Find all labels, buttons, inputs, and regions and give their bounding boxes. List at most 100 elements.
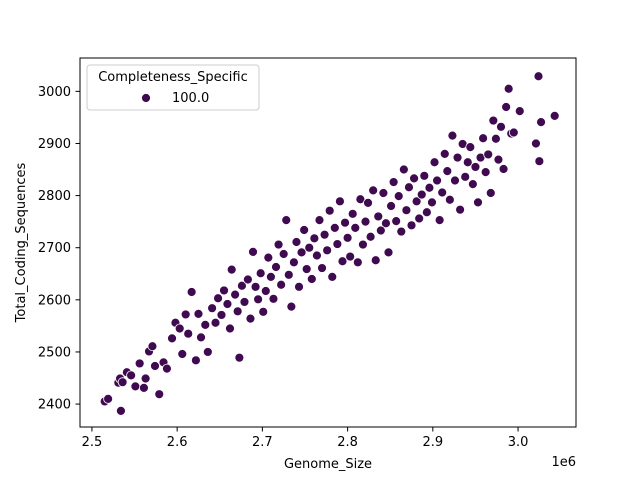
data-point xyxy=(193,308,204,319)
data-point xyxy=(242,274,253,285)
data-point xyxy=(177,349,188,359)
data-point xyxy=(162,363,172,374)
data-point xyxy=(237,280,247,291)
data-point xyxy=(255,268,266,279)
data-point xyxy=(386,201,396,211)
data-point xyxy=(239,297,250,307)
y-tick-label: 2400 xyxy=(38,398,71,413)
data-point xyxy=(368,185,379,196)
y-axis-title: Total_Coding_Sequences xyxy=(14,162,29,323)
data-point xyxy=(289,257,299,268)
data-point xyxy=(460,171,471,182)
data-point xyxy=(419,170,430,181)
y-tick-label: 2800 xyxy=(38,189,71,204)
data-point xyxy=(514,106,525,117)
y-tick-label: 2500 xyxy=(38,345,71,360)
data-point xyxy=(345,251,356,262)
data-point xyxy=(322,245,333,256)
data-point xyxy=(225,323,235,334)
data-point xyxy=(363,197,373,208)
data-point xyxy=(391,216,402,227)
data-point xyxy=(103,393,114,404)
data-point xyxy=(347,208,358,219)
data-point xyxy=(508,127,519,138)
data-point xyxy=(207,303,218,314)
data-point xyxy=(370,255,381,266)
x-tick-label: 2.9 xyxy=(422,435,443,450)
data-point xyxy=(350,223,361,233)
data-point xyxy=(283,269,294,280)
data-point xyxy=(373,211,384,222)
data-point xyxy=(286,301,297,312)
data-point xyxy=(393,191,404,202)
data-point xyxy=(536,117,546,128)
data-point xyxy=(222,299,233,309)
data-point xyxy=(378,188,389,198)
data-point xyxy=(180,309,191,320)
data-point xyxy=(174,323,185,334)
data-point xyxy=(342,232,353,243)
data-point xyxy=(202,347,213,357)
data-point xyxy=(147,341,158,352)
data-point xyxy=(452,152,463,163)
data-point xyxy=(309,233,320,244)
data-point xyxy=(190,355,201,366)
data-point xyxy=(360,216,371,227)
legend-entry-label: 100.0 xyxy=(172,91,209,106)
data-point xyxy=(186,287,197,297)
data-point xyxy=(314,215,325,225)
data-point xyxy=(234,352,245,363)
data-point xyxy=(442,166,453,177)
y-tick-label: 2600 xyxy=(38,293,71,308)
data-point xyxy=(319,229,330,240)
data-point xyxy=(488,115,499,126)
data-point xyxy=(335,196,345,207)
data-point xyxy=(450,175,460,186)
data-point xyxy=(245,313,256,324)
data-point xyxy=(388,177,399,187)
data-point xyxy=(117,377,128,388)
data-point xyxy=(534,156,545,167)
data-point xyxy=(414,213,425,224)
data-point xyxy=(358,239,368,250)
data-point xyxy=(306,274,317,284)
data-point xyxy=(483,149,494,160)
data-point xyxy=(260,286,271,296)
y-tick-label: 2700 xyxy=(38,241,71,256)
data-point xyxy=(140,373,151,384)
data-point xyxy=(401,205,412,216)
data-point xyxy=(381,218,391,229)
data-point xyxy=(134,358,145,369)
data-point xyxy=(150,361,160,371)
data-points xyxy=(99,71,560,416)
data-point xyxy=(167,333,177,344)
plot-area-frame xyxy=(79,57,577,428)
data-point xyxy=(490,133,501,144)
data-point xyxy=(281,215,292,225)
data-point xyxy=(416,189,427,200)
data-point xyxy=(210,317,221,328)
data-point xyxy=(340,217,350,228)
data-point xyxy=(478,133,489,144)
data-point xyxy=(271,262,281,272)
data-point xyxy=(258,306,269,317)
data-point xyxy=(409,173,419,184)
data-point xyxy=(406,220,417,231)
x-axis-title: Genome_Size xyxy=(284,457,372,472)
data-point xyxy=(329,223,340,233)
data-point xyxy=(411,196,422,207)
y-axis-ticks: 2400 2500 2600 2700 2800 2900 3000 xyxy=(38,85,80,413)
data-point xyxy=(429,157,440,168)
data-point xyxy=(531,138,541,149)
data-point xyxy=(276,279,287,290)
data-point xyxy=(130,381,141,392)
data-point xyxy=(324,205,335,216)
data-point xyxy=(439,148,450,159)
data-point xyxy=(465,142,476,153)
data-point xyxy=(126,370,137,381)
data-point xyxy=(533,71,544,82)
legend-title: Completeness_Specific xyxy=(98,70,248,85)
data-point xyxy=(183,328,194,339)
